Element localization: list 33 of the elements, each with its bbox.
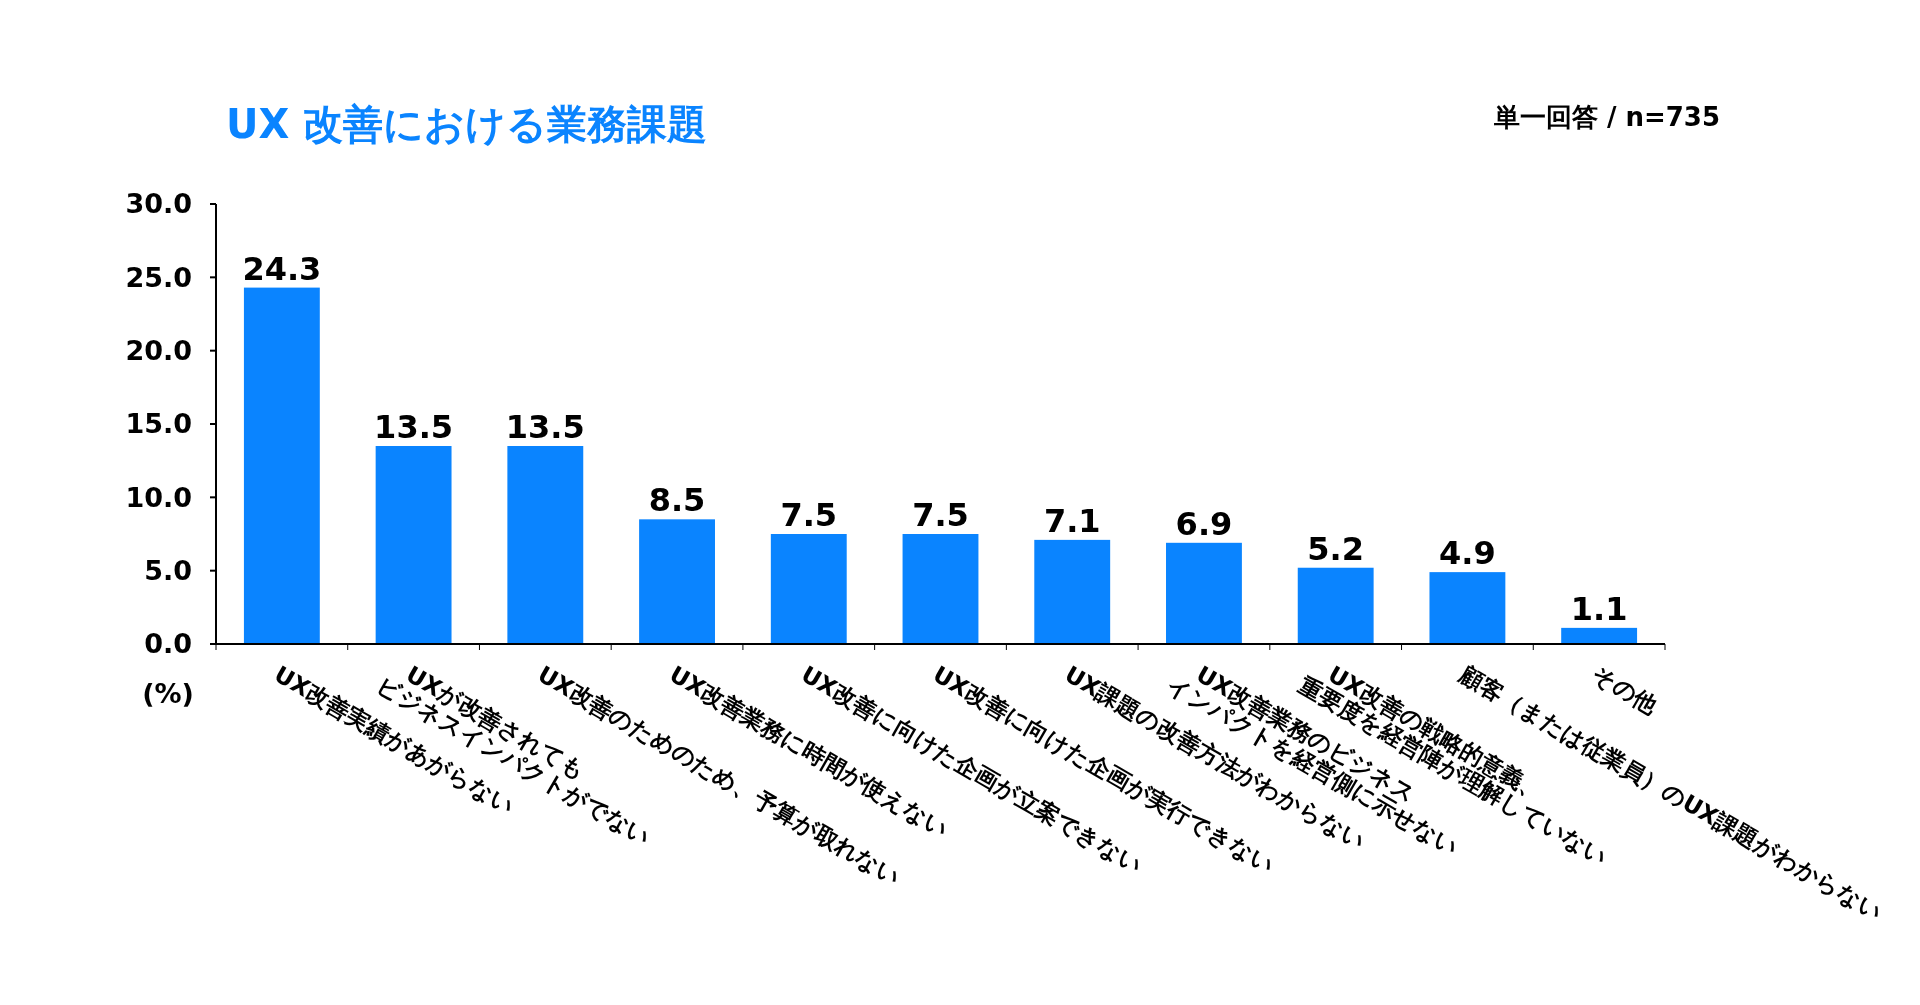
bar <box>243 287 320 644</box>
y-axis-title: (%) <box>142 678 194 709</box>
data-label: 13.5 <box>374 408 454 446</box>
chart-title: UX 改善における業務課題 <box>226 101 708 147</box>
data-label: 7.5 <box>912 496 969 534</box>
bar <box>1034 539 1111 644</box>
bar <box>375 446 452 644</box>
data-label: 24.3 <box>242 249 322 288</box>
y-tick-label: 30.0 <box>125 188 192 220</box>
bar <box>1561 627 1638 644</box>
chart-subtitle: 単一回答 / n=735 <box>1492 102 1720 132</box>
bar <box>639 519 715 644</box>
bar <box>902 534 979 644</box>
y-tick-label: 20.0 <box>125 335 192 367</box>
bar <box>1429 572 1506 644</box>
data-label: 5.2 <box>1307 529 1365 568</box>
bar <box>507 446 584 644</box>
bar <box>1166 542 1242 644</box>
y-tick-label: 25.0 <box>125 261 192 293</box>
y-tick-label: 10.0 <box>125 481 192 513</box>
data-label: 1.1 <box>1570 589 1628 628</box>
y-tick-label: 0.0 <box>144 628 192 660</box>
data-label: 7.1 <box>1043 501 1101 540</box>
bar <box>770 534 847 644</box>
y-tick-label: 15.0 <box>125 408 192 440</box>
x-tick-label: その他 <box>1587 660 1663 720</box>
data-label: 7.5 <box>780 496 838 534</box>
y-tick-label: 5.0 <box>144 555 192 587</box>
data-label: 6.9 <box>1175 504 1233 543</box>
data-label: 13.5 <box>505 408 585 446</box>
data-label: 4.9 <box>1439 534 1496 573</box>
bar <box>1297 567 1374 644</box>
data-label: 8.5 <box>648 481 706 520</box>
